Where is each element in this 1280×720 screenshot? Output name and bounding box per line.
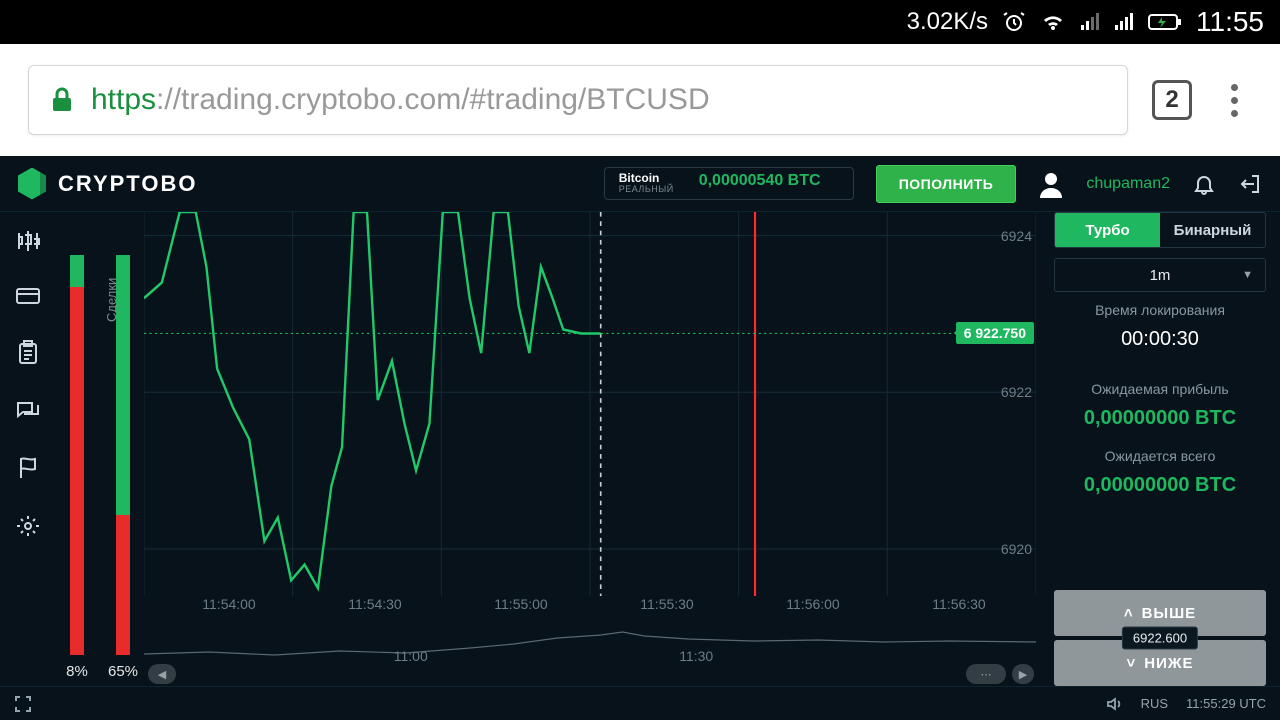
x-tick: 11:55:30 (594, 596, 740, 622)
x-tick: 11:54:00 (156, 596, 302, 622)
mini-tick: 11:00 (394, 648, 428, 664)
lock-icon (51, 87, 73, 113)
signal-2-icon (1114, 12, 1134, 32)
duration-select[interactable]: 1m ▼ (1054, 258, 1266, 292)
strike-price: 6922.600 (1122, 627, 1198, 650)
bar2-pct: 65% (108, 663, 138, 680)
y-tick: 6920 (1001, 541, 1032, 557)
sentiment-label: Сделки (104, 278, 119, 322)
card-icon[interactable] (15, 286, 41, 306)
deposit-button[interactable]: ПОПОЛНИТЬ (876, 165, 1017, 203)
balance-box[interactable]: Bitcoin РЕАЛЬНЫЙ 0,00000540 BTC (604, 167, 854, 199)
url-scheme: https (91, 83, 156, 117)
username[interactable]: chupaman2 (1086, 175, 1170, 193)
signal-1-icon (1080, 12, 1100, 32)
left-rail (0, 212, 56, 686)
x-tick: 11:56:00 (740, 596, 886, 622)
lock-time-value: 00:00:30 (1054, 328, 1266, 351)
url-rest: ://trading.cryptobo.com/#trading/BTCUSD (156, 83, 710, 117)
y-tick: 6924 (1001, 228, 1032, 244)
url-bar[interactable]: https://trading.cryptobo.com/#trading/BT… (28, 65, 1128, 135)
tab-count[interactable]: 2 (1152, 80, 1192, 120)
chart-nav-scroll[interactable]: ⋯ (966, 664, 1006, 684)
footer-clock: 11:55:29 UTC (1186, 696, 1266, 711)
buy-up-label: ВЫШЕ (1142, 605, 1197, 622)
status-time: 11:55 (1196, 6, 1264, 38)
bell-icon[interactable] (1192, 172, 1216, 196)
fullscreen-icon[interactable] (14, 695, 32, 713)
profit-value: 0,00000000 BTC (1054, 407, 1266, 430)
battery-icon (1148, 12, 1182, 32)
balance-value: 0,00000540 BTC (699, 173, 821, 190)
gear-icon[interactable] (16, 514, 40, 538)
wifi-icon (1040, 10, 1066, 34)
price-chart[interactable]: 6 922.750 6924 6922 6920 (144, 212, 1036, 596)
trading-app: CRYPTOBO Bitcoin РЕАЛЬНЫЙ 0,00000540 BTC… (0, 156, 1280, 720)
chart-column: 6 922.750 6924 6922 6920 11:54:00 11:54:… (144, 212, 1044, 686)
browser-chrome: https://trading.cryptobo.com/#trading/BT… (0, 44, 1280, 156)
x-tick: 11:56:30 (886, 596, 1032, 622)
chart-nav-right[interactable]: ▶ (1012, 664, 1034, 684)
x-axis: 11:54:00 11:54:30 11:55:00 11:55:30 11:5… (144, 596, 1044, 622)
total-value: 0,00000000 BTC (1054, 474, 1266, 497)
app-header: CRYPTOBO Bitcoin РЕАЛЬНЫЙ 0,00000540 BTC… (0, 156, 1280, 212)
tab-turbo[interactable]: Турбо (1055, 213, 1160, 247)
mode-tabs: Турбо Бинарный (1054, 212, 1266, 248)
price-flag: 6 922.750 (956, 322, 1034, 344)
buy-down-label: НИЖЕ (1144, 655, 1193, 672)
brand-name: CRYPTOBO (58, 171, 197, 197)
duration-value: 1m (1150, 267, 1171, 284)
overview-chart[interactable]: 11:00 11:30 ◀ ⋯ ▶ (144, 624, 1036, 686)
chevron-down-icon: ▼ (1242, 269, 1253, 281)
net-speed: 3.02K/s (907, 8, 988, 36)
sentiment-bar-1: 8% (68, 255, 86, 680)
candlestick-icon[interactable] (15, 230, 41, 252)
app-footer: RUS 11:55:29 UTC (0, 686, 1280, 720)
tab-binary[interactable]: Бинарный (1160, 213, 1265, 247)
flag-icon[interactable] (17, 456, 39, 480)
x-tick: 11:54:30 (302, 596, 448, 622)
bar1-pct: 8% (66, 663, 88, 680)
chat-icon[interactable] (15, 400, 41, 422)
x-tick: 11:55:00 (448, 596, 594, 622)
profit-label: Ожидаемая прибыль (1054, 381, 1266, 397)
chart-nav-left[interactable]: ◀ (148, 664, 176, 684)
trade-panel: Турбо Бинарный 1m ▼ Время локирования 00… (1044, 212, 1280, 686)
logo-icon (18, 168, 46, 200)
avatar-icon[interactable] (1038, 170, 1064, 198)
clipboard-icon[interactable] (17, 340, 39, 366)
sound-icon[interactable] (1105, 695, 1123, 713)
total-label: Ожидается всего (1054, 448, 1266, 464)
chevron-down-icon: ˅ (1127, 655, 1137, 672)
y-tick: 6922 (1001, 384, 1032, 400)
logout-icon[interactable] (1238, 172, 1262, 196)
mini-tick: 11:30 (679, 648, 713, 664)
brand-logo[interactable]: CRYPTOBO (18, 168, 197, 200)
sentiment-bars: Сделки 8% 65% (56, 212, 144, 686)
android-status-bar: 3.02K/s 11:55 (0, 0, 1280, 44)
chevron-up-icon: ˄ (1124, 605, 1134, 622)
browser-menu-icon[interactable] (1216, 84, 1252, 117)
alarm-icon (1002, 10, 1026, 34)
lock-time-label: Время локирования (1054, 302, 1266, 318)
language[interactable]: RUS (1141, 696, 1168, 711)
